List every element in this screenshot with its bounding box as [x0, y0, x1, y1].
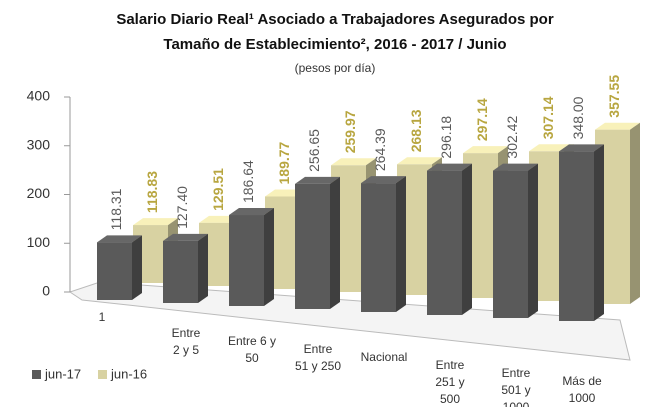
x-tick-label: 1000 — [569, 391, 596, 405]
bar-top — [397, 157, 442, 165]
bar-top — [493, 163, 538, 171]
bar-top — [163, 233, 208, 241]
x-tick-label: 501 y — [501, 383, 530, 397]
bar-top — [331, 158, 376, 166]
floor — [68, 281, 631, 361]
chart-subtitle: (pesos por día) — [295, 61, 376, 75]
bar — [163, 233, 208, 303]
bar-side — [264, 208, 274, 306]
bar — [559, 151, 594, 321]
bar-top — [97, 235, 142, 243]
y-tick-label: 400 — [27, 88, 51, 104]
value-label: 189.77 — [276, 141, 292, 184]
x-tick-label: Entre 6 y — [228, 334, 276, 348]
value-label: 264.39 — [372, 128, 388, 171]
x-tick-label: Más de — [562, 374, 602, 388]
bar — [427, 163, 472, 315]
bar — [427, 170, 462, 315]
value-label: 268.13 — [408, 109, 424, 152]
x-tick-label: Entre — [502, 366, 531, 380]
bar — [295, 176, 340, 309]
x-tick-label: 1 — [99, 310, 106, 324]
bar-top — [133, 218, 178, 226]
bar — [493, 163, 538, 318]
value-label: 118.31 — [108, 188, 124, 230]
x-tick-label: Entre — [436, 358, 465, 372]
value-label: 357.55 — [606, 75, 622, 118]
chart-title: Salario Diario Real¹ Asociado a Trabajad… — [116, 11, 554, 28]
x-tick-label: 1000 — [503, 400, 530, 407]
bar-top — [295, 176, 340, 184]
y-tick-label: 300 — [27, 136, 51, 152]
bar — [97, 242, 132, 300]
bar — [163, 240, 198, 303]
bar-top — [361, 176, 406, 184]
value-label: 127.40 — [174, 186, 190, 229]
x-tick-label: Entre — [304, 342, 333, 356]
bar-side — [462, 163, 472, 315]
bar-side — [330, 176, 340, 309]
legend-label: jun-17 — [44, 366, 81, 381]
bar — [493, 170, 528, 318]
bar — [361, 183, 396, 312]
x-tick-label: 500 — [440, 392, 460, 406]
bar-top — [595, 122, 640, 130]
value-label: 302.42 — [504, 116, 520, 159]
bar-side — [594, 144, 604, 321]
x-tick-label: 51 y 250 — [295, 359, 341, 373]
bar-top — [463, 146, 508, 154]
value-label: 259.97 — [342, 110, 358, 153]
bar-side — [630, 122, 640, 305]
bar — [229, 215, 264, 306]
bar — [97, 235, 142, 300]
bar-side — [132, 235, 142, 300]
value-label: 348.00 — [570, 96, 586, 139]
x-tick-label: Entre — [172, 326, 201, 340]
bar — [559, 144, 604, 321]
value-label: 129.51 — [210, 168, 226, 211]
bar — [229, 208, 274, 306]
value-label: 118.83 — [144, 171, 160, 213]
x-tick-label: 251 y — [435, 375, 464, 389]
legend-swatch — [32, 370, 41, 379]
bar — [295, 183, 330, 309]
value-label: 256.65 — [306, 129, 322, 172]
y-tick-label: 100 — [27, 234, 51, 250]
value-label: 297.14 — [474, 98, 490, 141]
legend-swatch — [98, 370, 107, 379]
x-tick-label: 2 y 5 — [173, 343, 199, 357]
bar-side — [528, 163, 538, 318]
bar-top — [229, 208, 274, 216]
bar-side — [198, 233, 208, 303]
bar — [361, 176, 406, 312]
value-label: 307.14 — [540, 96, 556, 139]
legend-label: jun-16 — [110, 366, 147, 381]
y-tick-label: 200 — [27, 185, 51, 201]
x-tick-label: Nacional — [361, 350, 408, 364]
y-tick-label: 0 — [42, 283, 50, 299]
bar-side — [396, 176, 406, 312]
x-tick-label: 50 — [245, 351, 259, 365]
value-label: 186.64 — [240, 160, 256, 203]
value-label: 296.18 — [438, 116, 454, 159]
bar-top — [427, 163, 472, 171]
bar-top — [559, 144, 604, 152]
chart-title: Tamaño de Establecimiento², 2016 - 2017 … — [163, 36, 506, 53]
